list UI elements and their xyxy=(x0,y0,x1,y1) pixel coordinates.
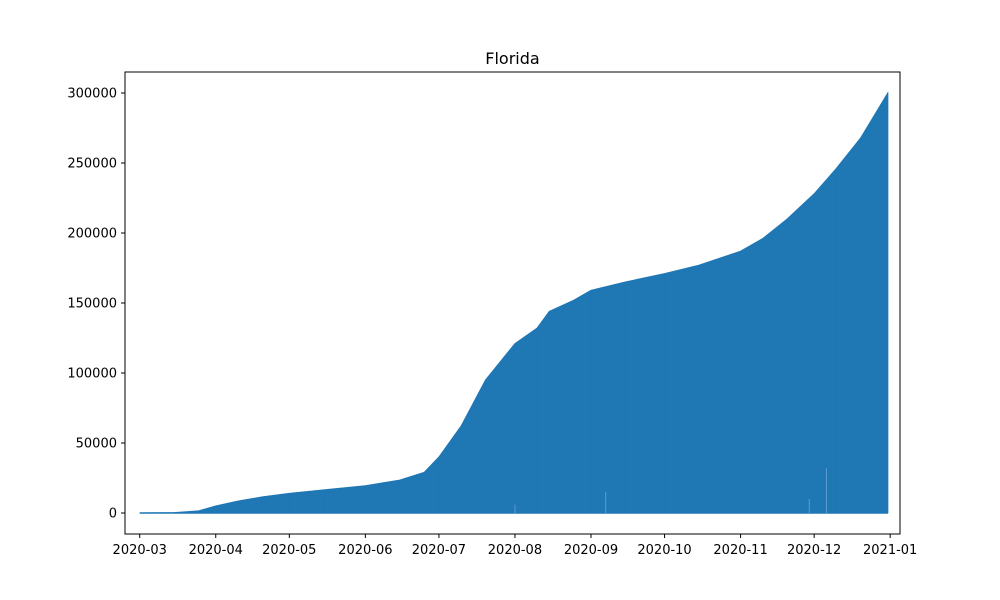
y-tick-label: 50000 xyxy=(76,437,117,452)
series-area-0 xyxy=(139,91,889,514)
x-tick-label: 2020-10 xyxy=(637,543,691,558)
x-tick-label: 2020-08 xyxy=(488,543,542,558)
x-tick-label: 2020-09 xyxy=(564,543,618,558)
y-tick-label: 0 xyxy=(109,507,117,522)
x-tick-label: 2021-01 xyxy=(863,543,917,558)
x-tick-label: 2020-06 xyxy=(338,543,392,558)
y-tick-label: 300000 xyxy=(67,87,117,102)
x-tick-label: 2020-11 xyxy=(713,543,767,558)
y-tick-label: 150000 xyxy=(67,297,117,312)
x-tick-label: 2020-07 xyxy=(412,543,466,558)
y-tick-label: 100000 xyxy=(67,367,117,382)
x-tick-label: 2020-05 xyxy=(262,543,316,558)
x-tick-label: 2020-03 xyxy=(113,543,167,558)
x-tick-label: 2020-12 xyxy=(787,543,841,558)
axes: 2020-03 2020-04 2020-05 2020-06 2020-07 2020-… xyxy=(67,71,917,558)
y-tick-label: 200000 xyxy=(67,227,117,242)
plot-area xyxy=(139,91,889,514)
y-tick-label: 250000 xyxy=(67,157,117,172)
x-tick-label: 2020-04 xyxy=(189,543,243,558)
chart-title: Florida xyxy=(485,49,539,68)
